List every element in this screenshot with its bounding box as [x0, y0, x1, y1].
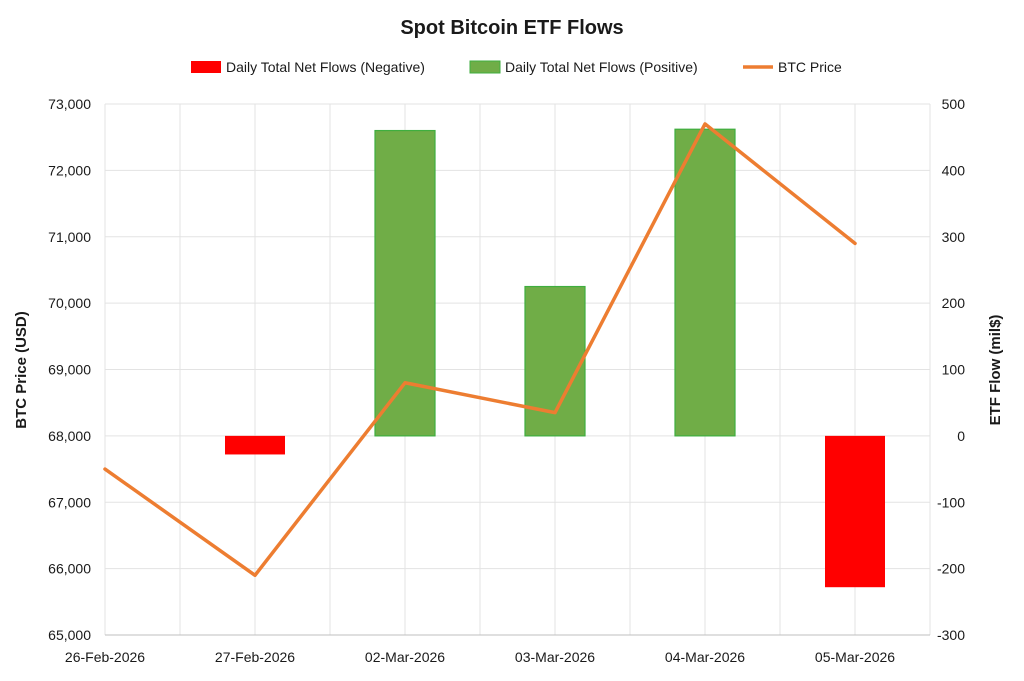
y-left-tick-label: 66,000: [48, 561, 91, 577]
bar-positive-flow: [674, 128, 736, 437]
y-right-tick-label: -200: [937, 561, 965, 577]
y-left-tick-label: 65,000: [48, 627, 91, 643]
x-tick-label: 02-Mar-2026: [365, 649, 445, 665]
x-tick-label: 04-Mar-2026: [665, 649, 745, 665]
y-axis-right-label: ETF Flow (mil$): [987, 315, 1004, 426]
x-tick-label: 27-Feb-2026: [215, 649, 295, 665]
legend-label-price: BTC Price: [778, 59, 842, 75]
legend: Daily Total Net Flows (Negative) Daily T…: [191, 59, 842, 75]
y-right-tick-label: 400: [942, 162, 966, 178]
x-tick-label: 26-Feb-2026: [65, 649, 145, 665]
btc-price-line: [103, 122, 857, 578]
bar-positive-flow: [374, 129, 436, 437]
y-right-tick-label: 0: [957, 428, 965, 444]
legend-label-positive: Daily Total Net Flows (Positive): [505, 59, 698, 75]
y-left-tick-label: 69,000: [48, 362, 91, 378]
price-line-group: [103, 122, 857, 578]
y-left-tick-label: 71,000: [48, 229, 91, 245]
y-right-tick-label: -300: [937, 627, 965, 643]
y-axis-left-label: BTC Price (USD): [13, 311, 30, 429]
y-right-tick-label: 500: [942, 96, 966, 112]
y-left-tick-label: 68,000: [48, 428, 91, 444]
legend-swatch-negative: [191, 61, 221, 73]
y-right-tick-label: -100: [937, 494, 965, 510]
x-tick-label: 05-Mar-2026: [815, 649, 895, 665]
y-right-tick-label: 300: [942, 229, 966, 245]
bar-negative-flow: [825, 435, 885, 588]
y-left-tick-label: 72,000: [48, 162, 91, 178]
chart-title: Spot Bitcoin ETF Flows: [400, 17, 623, 39]
y-left-tick-label: 73,000: [48, 96, 91, 112]
y-left-tick-label: 70,000: [48, 295, 91, 311]
y-left-tick-label: 67,000: [48, 494, 91, 510]
bar-negative-flow: [225, 435, 285, 455]
y-right-tick-label: 100: [942, 362, 966, 378]
legend-label-negative: Daily Total Net Flows (Negative): [226, 59, 425, 75]
legend-swatch-positive: [469, 60, 501, 74]
y-right-tick-label: 200: [942, 295, 966, 311]
x-tick-label: 03-Mar-2026: [515, 649, 595, 665]
axes: 65,000 66,000 67,000 68,000 69,000 70,000 71,0…: [48, 96, 965, 665]
flow-bars: [225, 128, 885, 588]
